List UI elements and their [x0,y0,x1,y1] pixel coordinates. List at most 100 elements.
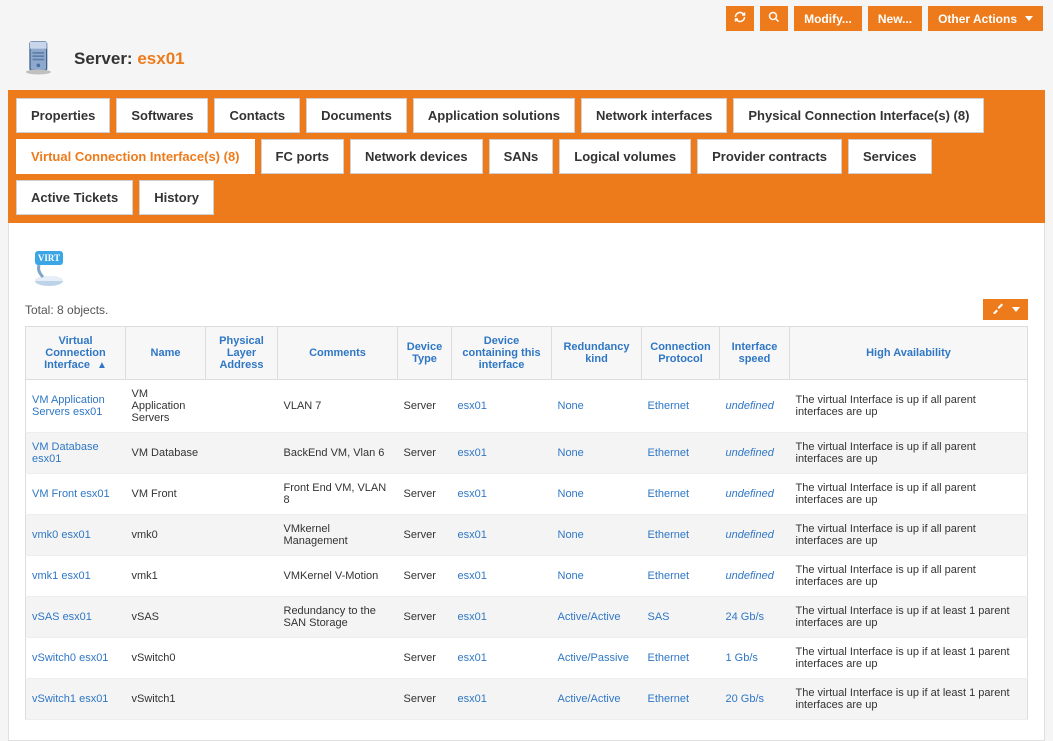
cell-devcont: esx01 [452,433,552,474]
speed-link[interactable]: undefined [726,447,774,459]
vci-link[interactable]: vmk0 esx01 [32,529,91,541]
tab-sans[interactable]: SANs [489,139,554,174]
devcont-link[interactable]: esx01 [458,570,487,582]
cell-pla [206,474,278,515]
redundancy-link[interactable]: Active/Passive [558,652,630,664]
protocol-link[interactable]: Ethernet [648,570,690,582]
devcont-link[interactable]: esx01 [458,693,487,705]
redundancy-link[interactable]: None [558,570,584,582]
total-count-label: Total: 8 objects. [25,303,108,317]
col-header-virtual-connection-interface[interactable]: Virtual Connection Interface ▲ [26,327,126,380]
devtype-text: Server [404,400,436,412]
search-button[interactable] [760,6,788,31]
vci-link[interactable]: VM Application Servers esx01 [32,394,105,418]
tab-virtual-connection-interface-s-8[interactable]: Virtual Connection Interface(s) (8) [16,139,255,174]
tab-contacts[interactable]: Contacts [214,98,300,133]
devtype-text: Server [404,693,436,705]
cell-protocol: Ethernet [642,679,720,720]
redundancy-link[interactable]: None [558,488,584,500]
col-header-device-type[interactable]: Device Type [398,327,452,380]
comments-text: BackEnd VM, Vlan 6 [284,447,385,459]
vci-link[interactable]: vSAS esx01 [32,611,92,623]
vci-link[interactable]: VM Front esx01 [32,488,110,500]
cell-devtype: Server [398,433,452,474]
protocol-link[interactable]: Ethernet [648,400,690,412]
col-header-link[interactable]: Physical Layer Address [219,335,264,371]
col-header-device-containing-this-interface[interactable]: Device containing this interface [452,327,552,380]
devcont-link[interactable]: esx01 [458,529,487,541]
table-row: vSwitch1 esx01 vSwitch1 Server esx01 Active/… [26,679,1028,720]
redundancy-link[interactable]: None [558,447,584,459]
col-header-interface-speed[interactable]: Interface speed [720,327,790,380]
speed-link[interactable]: undefined [726,488,774,500]
speed-link[interactable]: 1 Gb/s [726,652,758,664]
col-header-link[interactable]: Comments [309,347,366,359]
tab-softwares[interactable]: Softwares [116,98,208,133]
col-header-name[interactable]: Name [126,327,206,380]
devcont-link[interactable]: esx01 [458,400,487,412]
col-header-physical-layer-address[interactable]: Physical Layer Address [206,327,278,380]
tab-active-tickets[interactable]: Active Tickets [16,180,133,215]
col-header-link[interactable]: Device containing this interface [462,335,540,371]
devcont-link[interactable]: esx01 [458,652,487,664]
tab-application-solutions[interactable]: Application solutions [413,98,575,133]
speed-link[interactable]: 20 Gb/s [726,693,765,705]
other-actions-button[interactable]: Other Actions [928,6,1043,31]
speed-link[interactable]: undefined [726,529,774,541]
protocol-link[interactable]: Ethernet [648,488,690,500]
devcont-link[interactable]: esx01 [458,447,487,459]
modify-button[interactable]: Modify... [794,6,862,31]
protocol-link[interactable]: Ethernet [648,652,690,664]
new-button[interactable]: New... [868,6,922,31]
protocol-link[interactable]: Ethernet [648,529,690,541]
tab-network-interfaces[interactable]: Network interfaces [581,98,727,133]
cell-comments: VMKernel V-Motion [278,556,398,597]
devcont-link[interactable]: esx01 [458,488,487,500]
cell-pla [206,679,278,720]
vci-link[interactable]: VM Database esx01 [32,441,99,465]
tab-network-devices[interactable]: Network devices [350,139,483,174]
tab-fc-ports[interactable]: FC ports [261,139,344,174]
col-header-link[interactable]: Connection Protocol [650,341,711,365]
redundancy-link[interactable]: None [558,529,584,541]
tab-history[interactable]: History [139,180,214,215]
tab-provider-contracts[interactable]: Provider contracts [697,139,842,174]
tab-documents[interactable]: Documents [306,98,407,133]
tab-physical-connection-interface-s-8[interactable]: Physical Connection Interface(s) (8) [733,98,984,133]
col-header-link[interactable]: Device Type [407,341,442,365]
col-header-connection-protocol[interactable]: Connection Protocol [642,327,720,380]
name-text: VM Front [132,488,177,500]
redundancy-link[interactable]: None [558,400,584,412]
col-header-link[interactable]: Name [151,347,181,359]
speed-link[interactable]: undefined [726,400,774,412]
tab-services[interactable]: Services [848,139,932,174]
cell-devtype: Server [398,380,452,433]
devcont-link[interactable]: esx01 [458,611,487,623]
redundancy-link[interactable]: Active/Active [558,693,621,705]
cell-name: vSwitch1 [126,679,206,720]
chevron-down-icon [1012,307,1020,312]
protocol-link[interactable]: Ethernet [648,447,690,459]
col-header-high-availability[interactable]: High Availability [790,327,1028,380]
cell-ha: The virtual Interface is up if all paren… [790,474,1028,515]
speed-link[interactable]: undefined [726,570,774,582]
protocol-link[interactable]: Ethernet [648,693,690,705]
tab-logical-volumes[interactable]: Logical volumes [559,139,691,174]
refresh-button[interactable] [726,6,754,31]
col-header-link[interactable]: Redundancy kind [563,341,629,365]
tools-button[interactable] [983,299,1028,320]
col-header-comments[interactable]: Comments [278,327,398,380]
speed-link[interactable]: 24 Gb/s [726,611,765,623]
protocol-link[interactable]: SAS [648,611,670,623]
col-header-link[interactable]: High Availability [866,347,951,359]
tab-properties[interactable]: Properties [16,98,110,133]
col-header-link[interactable]: Interface speed [732,341,778,365]
cell-devtype: Server [398,679,452,720]
cell-vci: VM Front esx01 [26,474,126,515]
cell-comments: VLAN 7 [278,380,398,433]
vci-link[interactable]: vSwitch1 esx01 [32,693,108,705]
vci-link[interactable]: vmk1 esx01 [32,570,91,582]
col-header-redundancy-kind[interactable]: Redundancy kind [552,327,642,380]
vci-link[interactable]: vSwitch0 esx01 [32,652,108,664]
redundancy-link[interactable]: Active/Active [558,611,621,623]
